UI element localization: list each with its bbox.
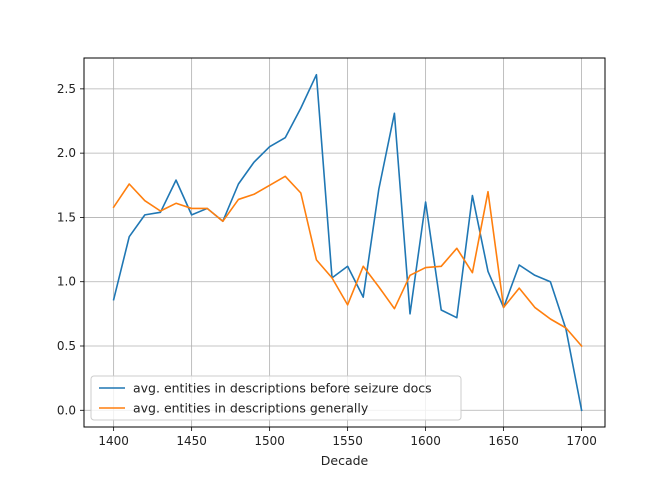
legend: avg. entities in descriptions before sei…: [90, 375, 462, 421]
series-line-2: [112, 175, 583, 348]
legend-label-2: avg. entities in descriptions generally: [133, 401, 369, 416]
x-tick-label: 1700: [566, 434, 597, 448]
x-tick-label: 1450: [176, 434, 207, 448]
legend-label-1: avg. entities in descriptions before sei…: [133, 381, 432, 396]
y-tick-label: 0.5: [57, 339, 76, 353]
legend-box: [90, 375, 462, 421]
y-tick-label: 1.5: [57, 210, 76, 224]
y-tick-label: 2.0: [57, 146, 76, 160]
x-tick-label: 1400: [98, 434, 129, 448]
y-tick-label: 2.5: [57, 82, 76, 96]
series-lines: [112, 73, 583, 412]
x-tick-label: 1650: [488, 434, 519, 448]
plot-background: [84, 58, 605, 427]
x-axis: 1400 1450 1500 1550 1600 1650 1700: [98, 427, 597, 448]
y-tick-label: 1.0: [57, 275, 76, 289]
grid-lines: [84, 58, 605, 427]
x-tick-label: 1500: [254, 434, 285, 448]
y-tick-label: 0.0: [57, 403, 76, 417]
y-axis: 0.0 0.5 1.0 1.5 2.0 2.5: [57, 82, 84, 417]
x-axis-title: Decade: [321, 453, 369, 468]
x-tick-label: 1550: [332, 434, 363, 448]
x-tick-label: 1600: [410, 434, 441, 448]
plot-frame: [83, 57, 606, 428]
